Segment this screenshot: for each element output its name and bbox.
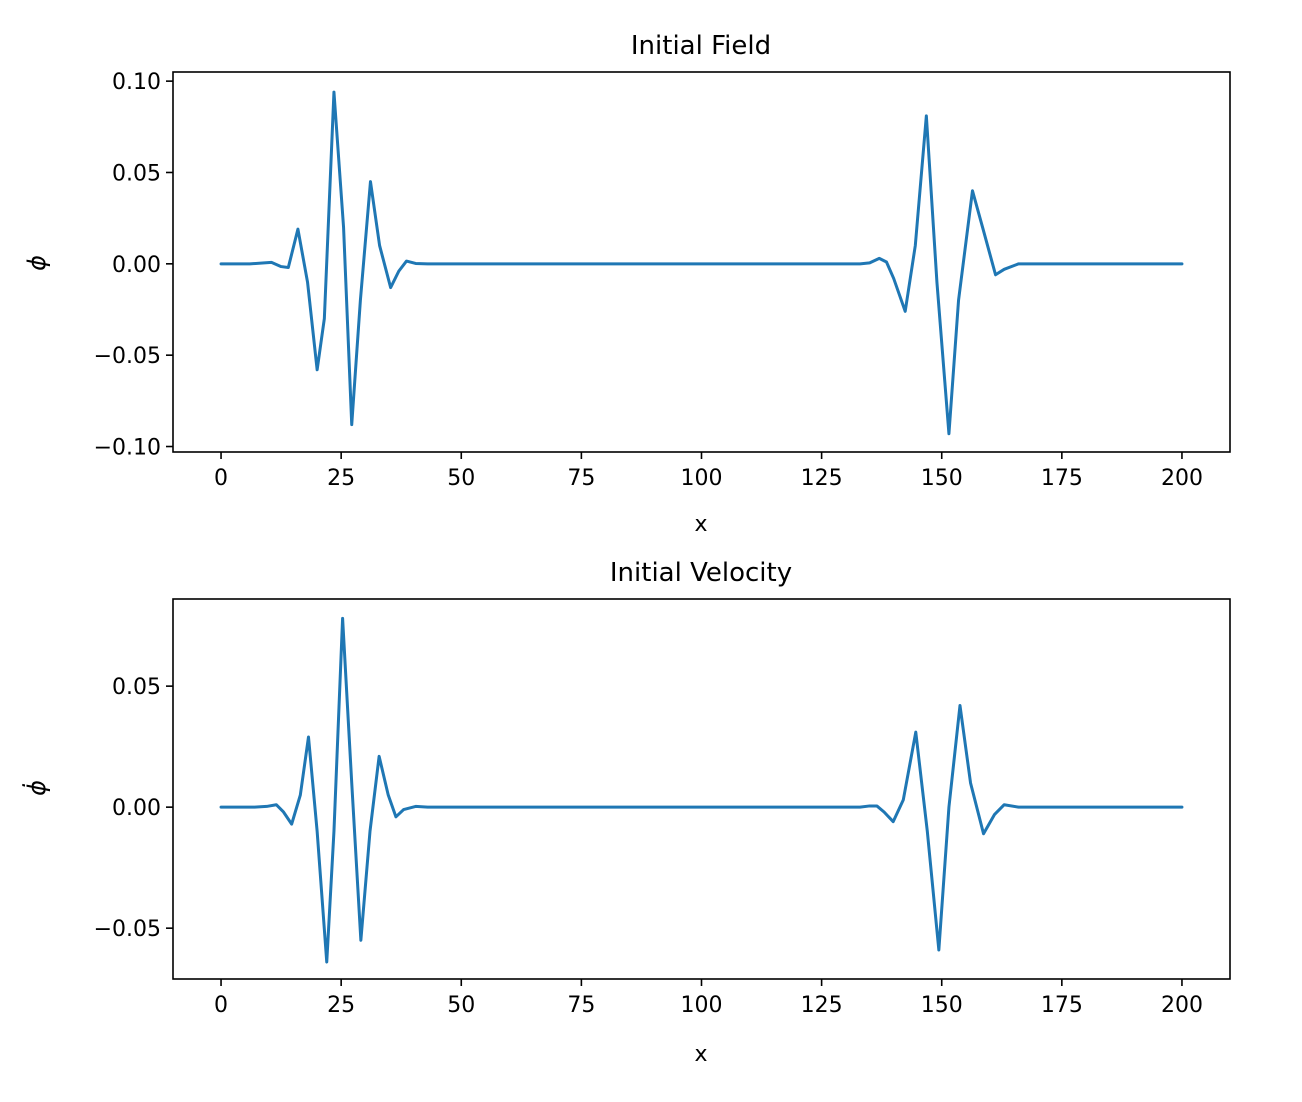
initial-velocity-panel: Initial Velocity x ϕ̇ 0 25 50 75 100 125 150 17…	[22, 558, 1231, 1067]
initial-field-xtick-label: 0	[214, 466, 228, 491]
initial-velocity-xtick-label: 50	[447, 993, 475, 1018]
initial-field-title: Initial Field	[631, 31, 771, 61]
initial-velocity-xtick-label: 200	[1161, 993, 1203, 1018]
initial-velocity-xtick-label: 0	[214, 993, 228, 1018]
initial-field-xtick-label: 25	[327, 466, 355, 491]
initial-field-ytick-label: −0.10	[94, 436, 161, 461]
initial-velocity-xtick-label: 175	[1041, 993, 1083, 1018]
initial-field-ytick-label: 0.10	[112, 70, 161, 95]
initial-field-xtick-label: 175	[1041, 466, 1083, 491]
initial-field-xtick-label: 50	[447, 466, 475, 491]
initial-velocity-xtick-label: 125	[801, 993, 843, 1018]
initial-field-xtick-label: 100	[681, 466, 723, 491]
initial-field-xtick-label: 75	[567, 466, 595, 491]
initial-velocity-title: Initial Velocity	[610, 558, 792, 588]
initial-velocity-series-line-0	[219, 616, 1184, 964]
initial-velocity-xlabel: x	[694, 1042, 707, 1067]
initial-velocity-xtick-label: 25	[327, 993, 355, 1018]
initial-field-xtick-label: 125	[801, 466, 843, 491]
initial-field-xlabel: x	[694, 512, 707, 537]
initial-field-ytick-label: 0.00	[112, 253, 161, 278]
initial-velocity-xtick-label: 100	[681, 993, 723, 1018]
initial-velocity-ytick-label: 0.05	[112, 675, 161, 700]
initial-field-series-line-0	[219, 90, 1184, 436]
initial-field-ytick-label: 0.05	[112, 161, 161, 186]
initial-velocity-ytick-label: −0.05	[94, 917, 161, 942]
initial-velocity-xtick-label: 150	[921, 993, 963, 1018]
initial-velocity-ytick-label: 0.00	[112, 796, 161, 821]
initial-field-ytick-label: −0.05	[94, 344, 161, 369]
initial-velocity-ylabel: ϕ̇	[22, 780, 51, 796]
initial-field-xtick-label: 200	[1161, 466, 1203, 491]
initial-velocity-xtick-label: 75	[567, 993, 595, 1018]
initial-field-xtick-label: 150	[921, 466, 963, 491]
initial-field-ylabel: ϕ	[23, 255, 51, 271]
initial-field-panel: Initial Field x ϕ 0 25 50 75 100 125 150 175 200…	[23, 31, 1231, 537]
